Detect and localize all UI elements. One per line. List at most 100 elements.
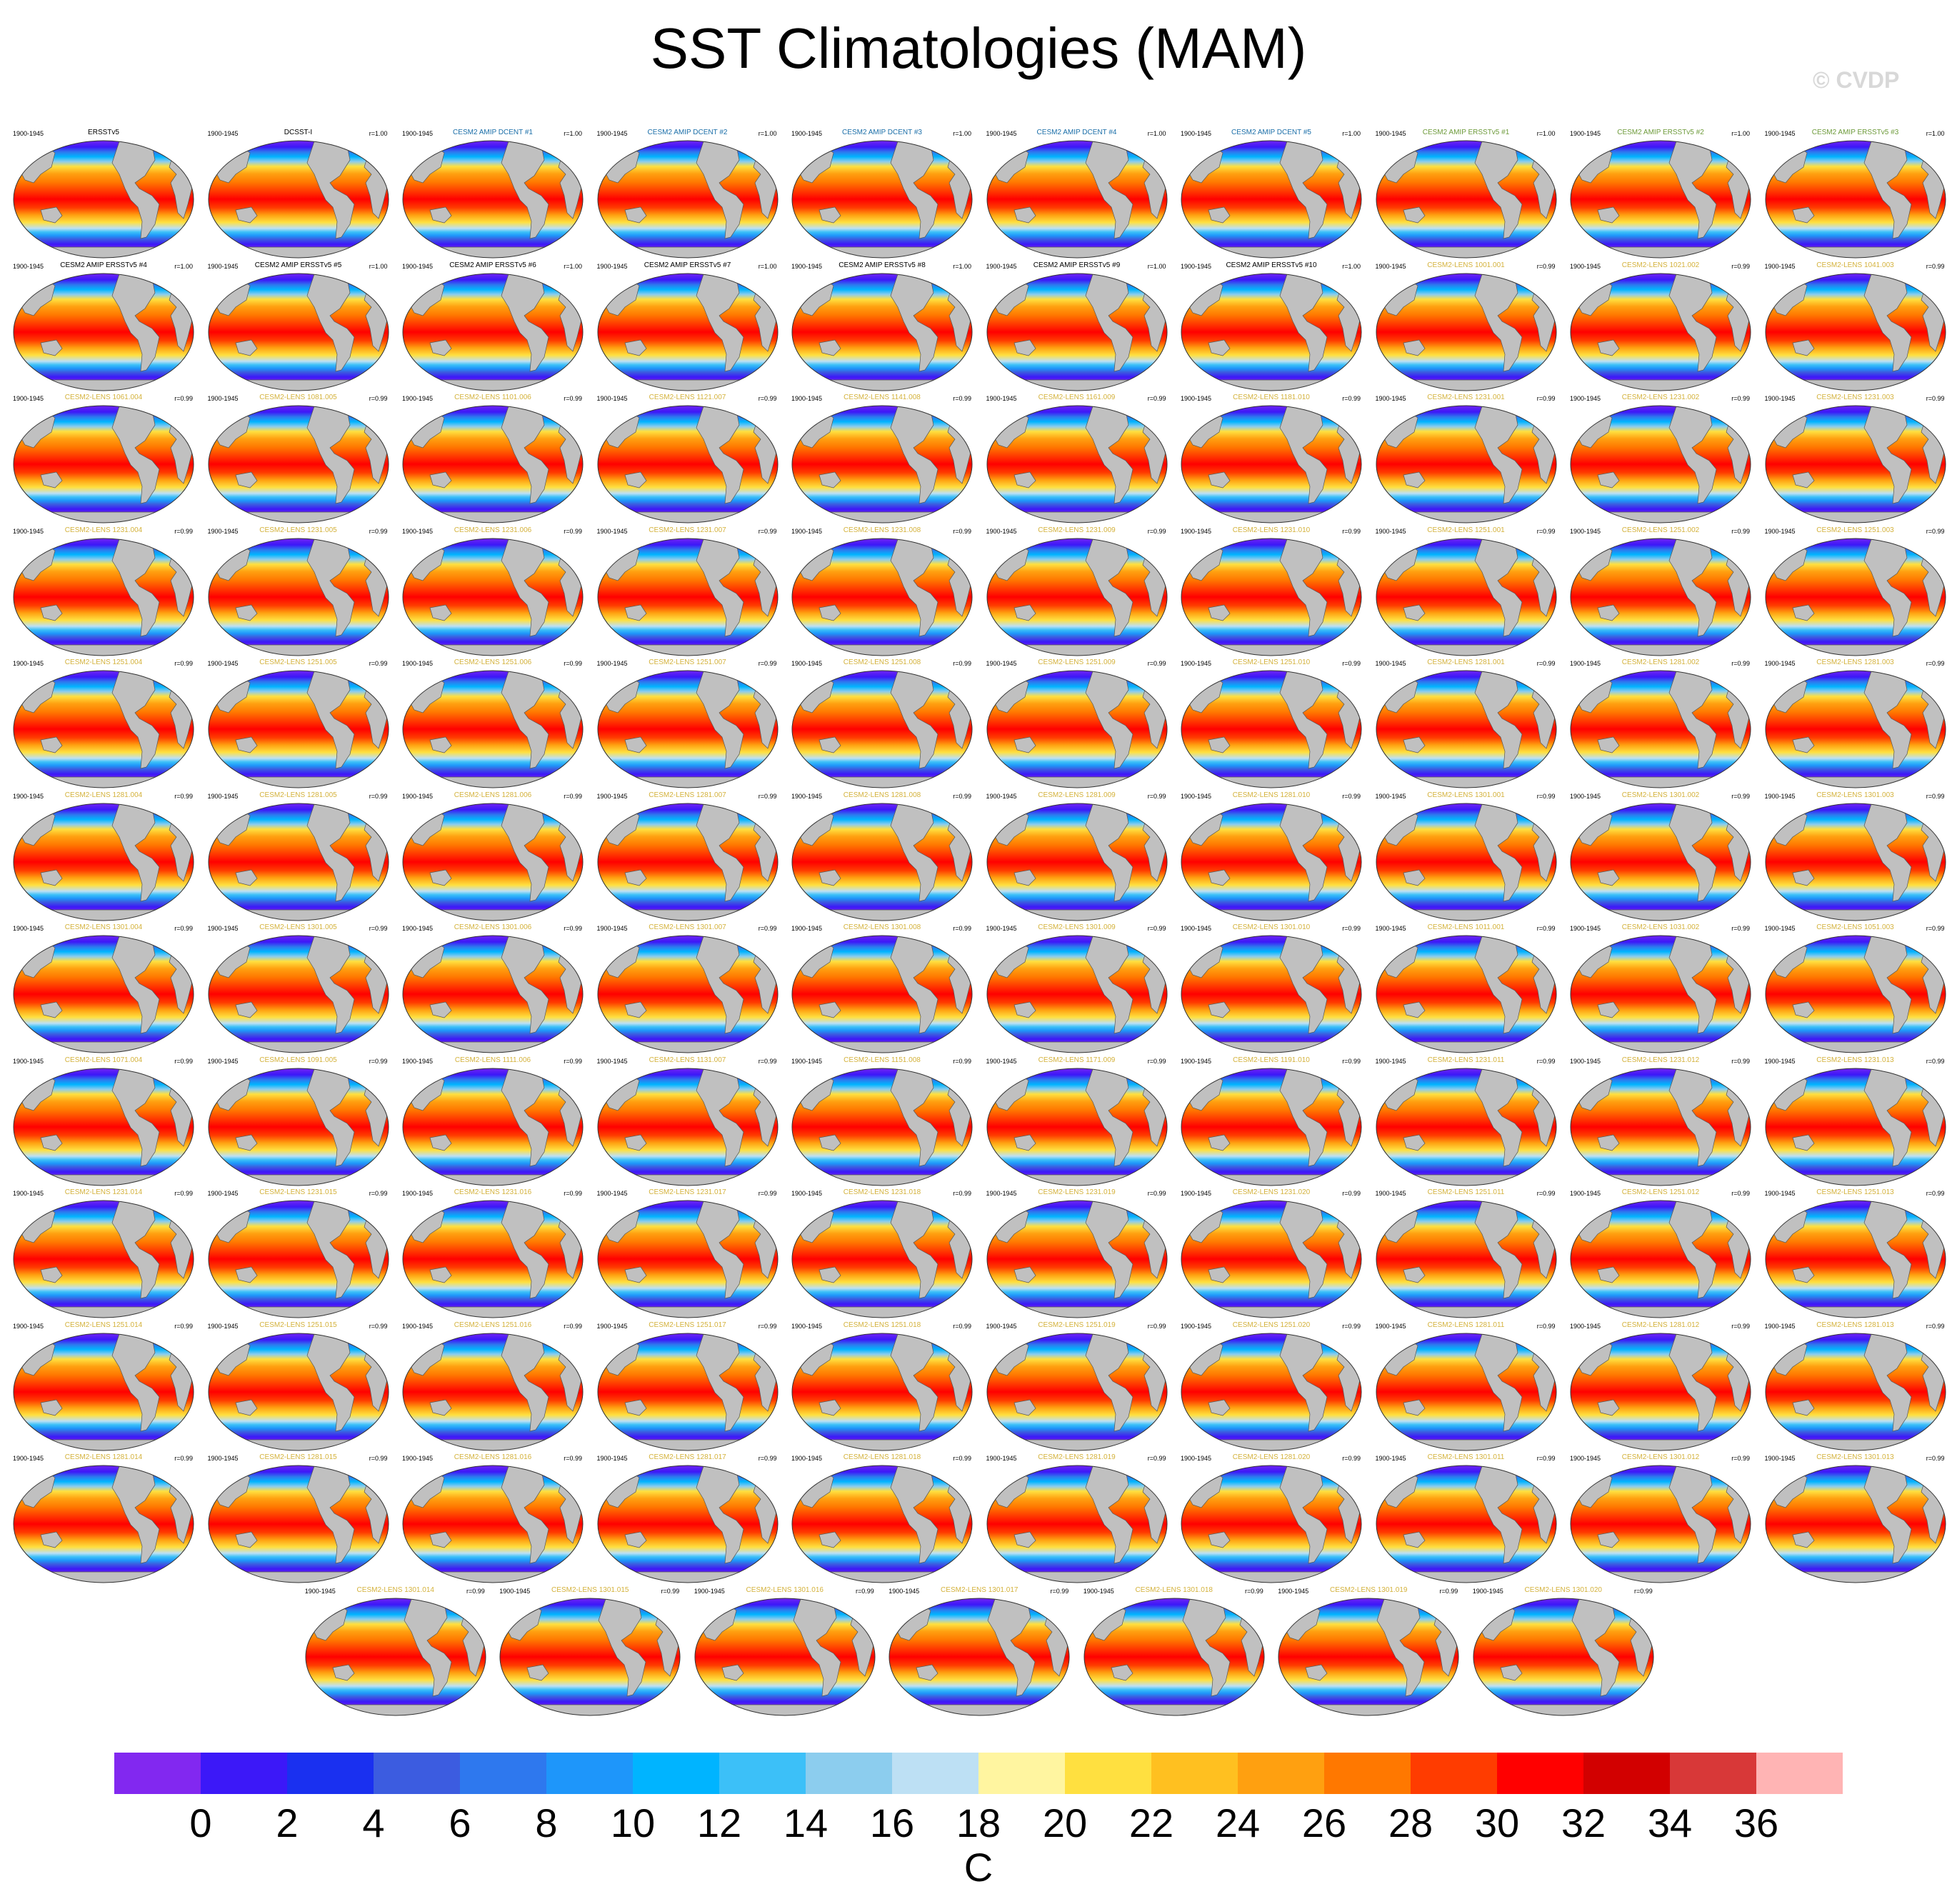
panel-correlation: r=1.00 xyxy=(1926,130,1945,137)
map-panel: 1900-1945 CESM2-LENS 1301.013 r=0.99 xyxy=(1761,1452,1951,1588)
map-panel: 1900-1945 CESM2-LENS 1231.001 r=0.99 xyxy=(1371,392,1561,528)
land-mass xyxy=(819,1399,841,1416)
land-mass xyxy=(235,1531,257,1548)
sst-map xyxy=(1376,405,1556,523)
panel-correlation: r=0.99 xyxy=(1731,1190,1750,1197)
sst-field xyxy=(986,406,1167,523)
panel-title: CESM2 AMIP ERSSTv5 #9 xyxy=(1033,261,1121,269)
panel-period: 1900-1945 xyxy=(1181,925,1212,932)
map-outline xyxy=(597,935,778,1053)
panel-period: 1900-1945 xyxy=(1181,1190,1212,1197)
sst-field xyxy=(305,1598,486,1715)
land-mass xyxy=(1597,869,1620,886)
panel-title: CESM2-LENS 1131.007 xyxy=(649,1056,726,1064)
map-outline xyxy=(13,140,194,259)
sst-field xyxy=(986,538,1167,656)
panel-correlation: r=0.99 xyxy=(564,527,582,535)
sst-field xyxy=(1571,538,1751,656)
sst-map xyxy=(597,935,778,1053)
panel-title: CESM2-LENS 1191.010 xyxy=(1233,1056,1310,1064)
land-mass xyxy=(40,471,63,488)
map-outline xyxy=(1570,538,1751,656)
land-mass xyxy=(1792,339,1814,356)
land-mass xyxy=(1668,1201,1717,1299)
sst-map xyxy=(402,538,584,656)
map-panel: 1900-1945 CESM2-LENS 1251.004 r=0.99 xyxy=(9,657,199,793)
sst-map xyxy=(791,273,973,391)
panel-title: CESM2-LENS 1231.006 xyxy=(454,526,532,534)
sst-field xyxy=(1278,1598,1459,1715)
panel-period: 1900-1945 xyxy=(207,1190,239,1197)
sst-map xyxy=(986,1333,1167,1450)
panel-correlation: r=0.99 xyxy=(1731,527,1750,535)
panel-period: 1900-1945 xyxy=(1570,1057,1601,1065)
sst-map xyxy=(1765,405,1946,523)
panel-correlation: r=0.99 xyxy=(1439,1587,1458,1595)
panel-correlation: r=0.99 xyxy=(1342,1057,1361,1065)
map-panel: 1900-1945 CESM2-LENS 1061.004 r=0.99 xyxy=(9,392,199,528)
map-outline xyxy=(1570,935,1751,1053)
land-mass xyxy=(429,206,452,224)
land-mass xyxy=(1279,141,1328,239)
sst-map xyxy=(597,1465,778,1583)
panel-correlation: r=0.99 xyxy=(1342,1190,1361,1197)
panel-correlation: r=0.99 xyxy=(1342,1322,1361,1330)
land-mass xyxy=(1403,206,1425,224)
panel-title: CESM2-LENS 1231.007 xyxy=(649,526,726,534)
sst-field xyxy=(792,406,972,523)
sst-map xyxy=(13,1200,194,1318)
land-mass xyxy=(624,1001,646,1018)
sst-field xyxy=(597,803,778,921)
map-panel: 1900-1945 CESM2-LENS 1161.009 r=0.99 xyxy=(982,392,1172,528)
panel-correlation: r=0.99 xyxy=(1633,1587,1653,1595)
sst-map xyxy=(1278,1598,1459,1715)
colorbar-tick-label: 6 xyxy=(449,1800,471,1845)
land-mass xyxy=(1863,671,1911,769)
map-outline xyxy=(1181,1068,1362,1186)
land-mass xyxy=(1403,736,1425,753)
map-panel: 1900-1945 CESM2 AMIP ERSSTv5 #8 r=1.00 xyxy=(787,260,977,396)
panel-correlation: r=0.99 xyxy=(953,1322,971,1330)
sst-field xyxy=(1765,141,1946,258)
map-panel: 1900-1945 CESM2-LENS 1251.009 r=0.99 xyxy=(982,657,1172,793)
map-panel: 1900-1945 CESM2-LENS 1011.001 r=0.99 xyxy=(1371,922,1561,1058)
colorbar-swatch xyxy=(978,1753,1066,1794)
sst-map xyxy=(1570,1200,1751,1318)
panel-period: 1900-1945 xyxy=(1570,395,1601,402)
land-mass xyxy=(429,1134,452,1151)
land-mass xyxy=(111,803,160,901)
panel-correlation: r=0.99 xyxy=(1731,262,1750,270)
sst-map xyxy=(13,935,194,1053)
sst-field xyxy=(792,1068,972,1186)
land-mass xyxy=(624,1531,646,1548)
panel-title: CESM2-LENS 1281.007 xyxy=(649,791,726,799)
panel-correlation: r=0.99 xyxy=(1342,1455,1361,1462)
map-outline xyxy=(1181,1333,1362,1450)
sst-field xyxy=(1765,936,1946,1053)
panel-title: CESM2-LENS 1301.019 xyxy=(1330,1585,1408,1594)
land-mass xyxy=(1597,1134,1620,1151)
land-mass xyxy=(1208,206,1231,224)
sst-map xyxy=(402,670,584,788)
panel-correlation: r=0.99 xyxy=(564,792,582,800)
sst-map xyxy=(597,803,778,921)
panel-title: CESM2-LENS 1231.013 xyxy=(1816,1056,1894,1064)
panel-period: 1900-1945 xyxy=(1570,792,1601,800)
panel-correlation: r=0.99 xyxy=(564,925,582,932)
panel-title: CESM2-LENS 1281.013 xyxy=(1816,1321,1894,1329)
map-outline xyxy=(208,405,389,523)
panel-correlation: r=0.99 xyxy=(369,792,388,800)
panel-title: CESM2-LENS 1251.015 xyxy=(259,1321,337,1329)
panel-period: 1900-1945 xyxy=(1764,1455,1796,1462)
land-mass xyxy=(1597,1266,1620,1283)
land-mass xyxy=(1474,1201,1522,1299)
sst-map xyxy=(402,140,584,259)
land-mass xyxy=(1085,274,1133,371)
land-mass xyxy=(1111,1664,1133,1680)
land-mass xyxy=(1085,1333,1133,1431)
map-panel: 1900-1945 CESM2-LENS 1001.001 r=0.99 xyxy=(1371,260,1561,396)
sst-map xyxy=(1765,538,1946,656)
panel-correlation: r=0.99 xyxy=(758,527,777,535)
sst-field xyxy=(403,273,583,391)
panel-correlation: r=0.99 xyxy=(1536,925,1556,932)
